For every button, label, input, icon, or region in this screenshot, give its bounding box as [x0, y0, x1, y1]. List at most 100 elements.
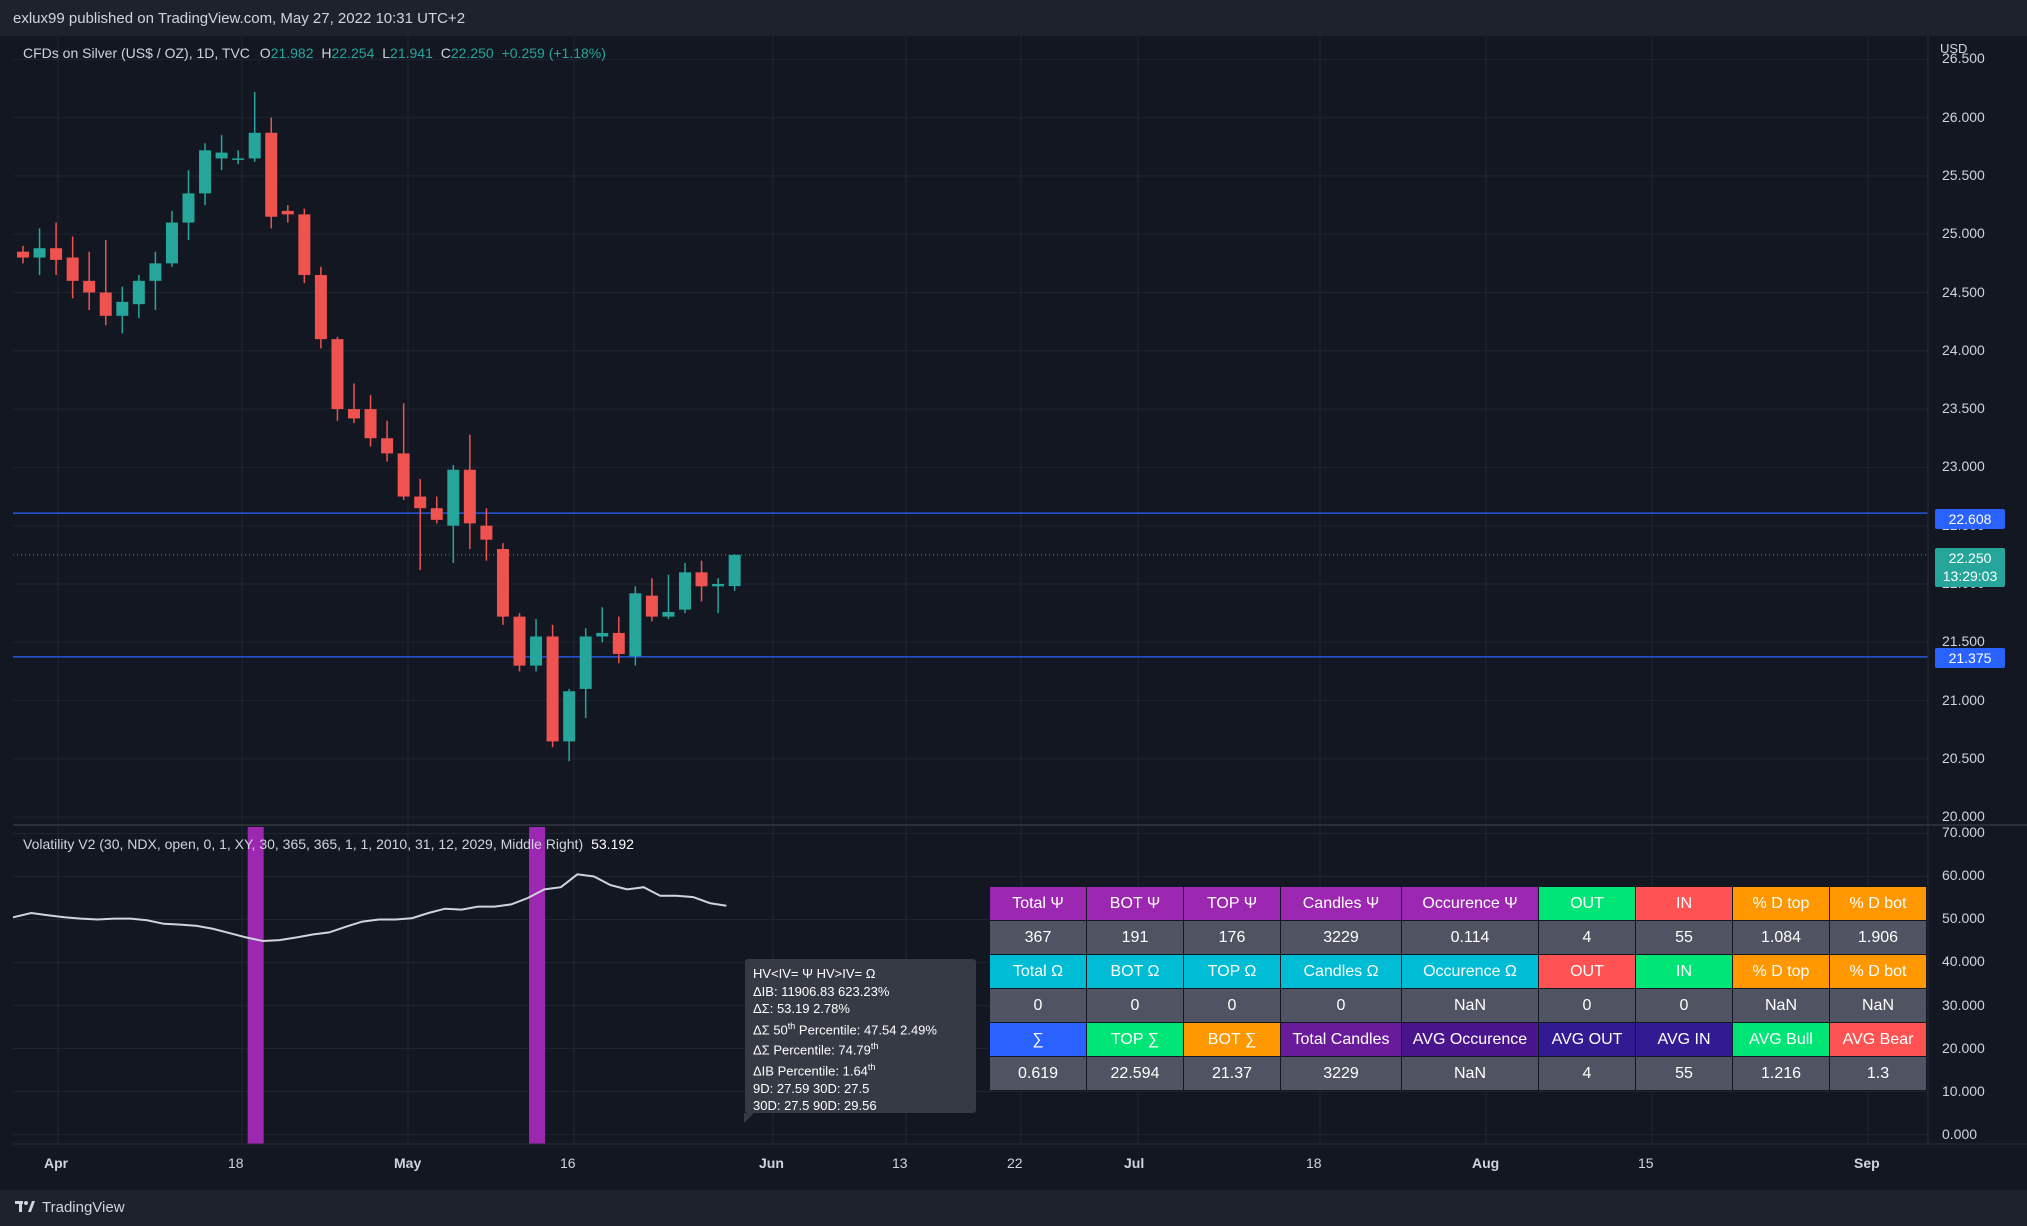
volatility-line — [12, 873, 727, 943]
candle — [414, 479, 427, 570]
price-tick-label: 23.000 — [1942, 458, 1985, 475]
candle — [645, 578, 658, 622]
symbol-legend[interactable]: CFDs on Silver (US$ / OZ), 1D, TVC O21.9… — [23, 45, 606, 61]
tooltip-line-1: HV<IV= Ψ HV>IV= Ω — [753, 966, 876, 981]
candle — [397, 403, 410, 501]
table-cell: 1.906 — [1829, 920, 1927, 955]
table-cell: ∑ — [989, 1022, 1087, 1057]
candle — [331, 336, 344, 421]
candle — [116, 286, 129, 334]
table-cell: 0 — [1183, 988, 1281, 1023]
table-row: Total Ψ BOT Ψ TOP Ψ Candles Ψ Occurence Ψ OUT… — [989, 886, 1927, 921]
candle — [728, 554, 741, 591]
tooltip-line-4-sup: th — [787, 1020, 796, 1031]
table-cell: TOP ∑ — [1086, 1022, 1184, 1057]
time-tick-label: 15 — [1638, 1155, 1654, 1171]
table-cell: Occurence Ψ — [1401, 886, 1539, 921]
tooltip-line-4b: Percentile: 47.54 2.49% — [795, 1021, 937, 1037]
price-tick-label: 21.000 — [1942, 691, 1985, 708]
candle — [463, 434, 476, 550]
tooltip-line-3: ΔΣ: 53.19 2.78% — [753, 1001, 850, 1016]
price-tick-label: 26.500 — [1942, 50, 1985, 67]
price-tick-label: 25.500 — [1942, 166, 1985, 183]
table-cell: OUT — [1538, 954, 1636, 989]
symbol-title: CFDs on Silver (US$ / OZ), 1D, TVC — [23, 45, 250, 61]
tradingview-brand: TradingView — [42, 1199, 125, 1216]
tooltip-line-6a: ΔIB Percentile: 1.64 — [753, 1063, 868, 1079]
candle — [17, 245, 29, 264]
table-cell: 1.216 — [1732, 1056, 1830, 1091]
high-label: H — [321, 45, 332, 61]
table-cell: 55 — [1635, 1056, 1733, 1091]
time-tick-label: 18 — [1306, 1155, 1322, 1171]
candle — [149, 251, 162, 310]
table-row: 367 191 176 3229 0.114 4 55 1.084 1.906 — [989, 920, 1927, 955]
candles — [17, 91, 741, 762]
table-cell: % D top — [1732, 886, 1830, 921]
table-cell: AVG Bull — [1732, 1022, 1830, 1057]
table-row: Total Ω BOT Ω TOP Ω Candles Ω Occurence Ω OUT… — [989, 954, 1927, 989]
tooltip-line-6-sup: th — [867, 1062, 876, 1073]
candle — [314, 266, 327, 349]
table-cell: IN — [1635, 886, 1733, 921]
volatility-tooltip: HV<IV= Ψ HV>IV= Ω ΔIB: 11906.83 623.23% … — [744, 959, 976, 1123]
candle — [496, 543, 509, 625]
indicator-tick-label: 40.000 — [1942, 953, 1985, 970]
candle — [50, 222, 63, 276]
table-cell: NaN — [1401, 1056, 1539, 1091]
candle — [662, 574, 675, 619]
table-cell: 1.084 — [1732, 920, 1830, 955]
indicator-name: Volatility V2 (30, NDX, open, 0, 1, XY, … — [23, 836, 584, 852]
time-tick-label: 22 — [1007, 1155, 1023, 1171]
candle — [83, 251, 96, 310]
table-cell: 4 — [1538, 1056, 1636, 1091]
tooltip-line-2: ΔIB: 11906.83 623.23% — [753, 983, 890, 999]
table-cell: 1.3 — [1829, 1056, 1927, 1091]
upper-line-price-tag: 22.608 — [1935, 509, 2005, 529]
volatility-bands — [247, 827, 546, 1144]
table-cell: 0 — [989, 988, 1087, 1023]
lower-line-price-tag: 21.375 — [1935, 648, 2005, 668]
table-cell: 0 — [1086, 988, 1184, 1023]
candle — [281, 205, 294, 223]
table-cell: Occurence Ω — [1401, 954, 1539, 989]
table-cell: 4 — [1538, 920, 1636, 955]
table-cell: AVG Bear — [1829, 1022, 1927, 1057]
candle — [381, 420, 394, 462]
tooltip-line-7: 9D: 27.59 30D: 27.5 — [753, 1080, 870, 1096]
table-cell: OUT — [1538, 886, 1636, 921]
time-tick-label: Apr — [44, 1155, 69, 1171]
countdown-value: 13:29:03 — [1942, 568, 1998, 584]
price-tick-label: 20.500 — [1942, 749, 1985, 766]
table-cell: AVG OUT — [1538, 1022, 1636, 1057]
table-row: 0.619 22.594 21.37 3229 NaN 4 55 1.216 1.3 — [989, 1056, 1927, 1091]
candle — [99, 240, 112, 326]
change-value: +0.259 (+1.18%) — [501, 45, 606, 61]
table-cell: TOP Ψ — [1183, 886, 1281, 921]
price-tick-label: 23.500 — [1942, 400, 1985, 417]
indicator-tick-label: 60.000 — [1942, 867, 1985, 884]
candle — [265, 117, 278, 229]
currency-label: USD — [1940, 41, 1968, 56]
table-cell: % D bot — [1829, 886, 1927, 921]
candle — [563, 688, 576, 762]
indicator-legend[interactable]: Volatility V2 (30, NDX, open, 0, 1, XY, … — [23, 836, 634, 852]
candle — [480, 508, 493, 561]
time-tick-label: 18 — [228, 1155, 244, 1171]
candle — [33, 228, 46, 276]
table-cell: 0.619 — [989, 1056, 1087, 1091]
indicator-tick-label: 20.000 — [1942, 1039, 1985, 1056]
time-tick-label: Aug — [1472, 1155, 1500, 1171]
close-label: C — [440, 45, 451, 61]
tradingview-logo-icon[interactable] — [13, 1194, 37, 1218]
table-cell: AVG Occurence — [1401, 1022, 1539, 1057]
volatility-band — [247, 827, 264, 1144]
last-price-tag: 22.250 13:29:03 — [1935, 548, 2005, 587]
candle — [215, 135, 228, 171]
indicator-tick-label: 0.000 — [1942, 1125, 1978, 1142]
table-cell: 367 — [989, 920, 1087, 955]
price-tick-label: 24.000 — [1942, 341, 1985, 358]
indicator-tick-label: 50.000 — [1942, 910, 1985, 927]
table-cell: BOT Ω — [1086, 954, 1184, 989]
candle — [364, 395, 377, 447]
